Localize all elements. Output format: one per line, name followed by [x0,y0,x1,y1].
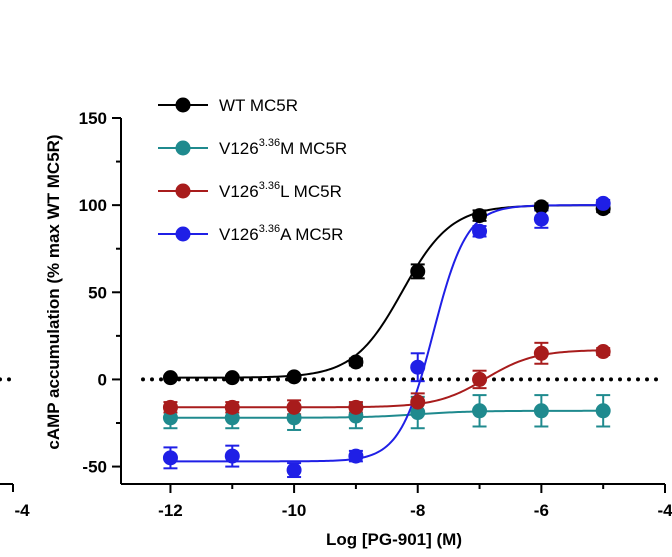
data-point-series-3 [286,399,302,415]
y-ticks: -50 0 50 100 150 [79,109,121,477]
legend-label: WT MC5R [219,96,298,115]
y-tick-label: 0 [98,370,107,389]
data-point-series-3 [224,399,240,415]
legend-marker [175,226,191,242]
data-point-series-4 [224,448,240,464]
data-point-series-3 [348,399,364,415]
data-point-series-3 [595,344,611,360]
y-axis-title: cAMP accumulation (% max WT MC5R) [44,134,63,449]
data-point-series-4 [286,462,302,478]
data-point-series-3 [410,394,426,410]
x-tick-label: -6 [534,501,549,520]
data-point-series-2 [162,410,178,426]
axes: -50 0 50 100 150 -12 -10 -8 -6 -4 [79,109,672,520]
legend-label: V1263.36A MC5R [219,223,343,244]
data-point-series-1 [162,370,178,386]
data-point-series-2 [472,403,488,419]
data-point-series-4 [472,223,488,239]
data-point-series-3 [533,345,549,361]
legend-marker [175,97,191,113]
legend-label: V1263.36L MC5R [219,180,342,201]
data-point-series-2 [224,410,240,426]
fit-curve-series-2 [170,409,604,419]
data-point-series-1 [224,370,240,386]
data-point-series-4 [348,448,364,464]
data-point-series-4 [410,359,426,375]
y-tick-label: -50 [82,458,107,477]
x-tick-label: -4 [657,501,672,520]
data-point-series-1 [286,369,302,385]
legend-marker [175,183,191,199]
y-tick-label: 150 [79,109,107,128]
fit-curves [170,204,604,463]
data-point-series-2 [286,410,302,426]
data-point-series-1 [533,199,549,215]
data-point-series-2 [410,405,426,421]
x-tick-label: -10 [282,501,307,520]
legend: WT MC5R V1263.36M MC5R V1263.36L MC5R V1263… [158,96,347,244]
data-point-series-3 [162,399,178,415]
x-tick-label: -12 [158,501,183,520]
fit-curve-series-3 [170,349,604,409]
data-point-series-2 [595,403,611,419]
data-point-series-4 [533,211,549,227]
y-tick-label: 50 [88,283,107,302]
x-tick-label: -8 [410,501,425,520]
data-point-series-2 [533,403,549,419]
data-point-series-1 [472,208,488,224]
data-point-series-3 [472,371,488,387]
data-point-series-4 [162,450,178,466]
data-point-series-1 [410,263,426,279]
left-panel-tick-label: -4 [14,501,30,520]
data-point-series-4 [595,195,611,211]
data-point-series-1 [348,354,364,370]
data-points [162,195,611,478]
fit-curve-series-4 [170,204,604,463]
y-tick-label: 100 [79,196,107,215]
x-axis-title: Log [PG-901] (M) [326,530,462,549]
legend-label: V1263.36M MC5R [219,137,347,158]
legend-marker [175,140,191,156]
x-ticks: -12 -10 -8 -6 -4 [158,484,672,520]
